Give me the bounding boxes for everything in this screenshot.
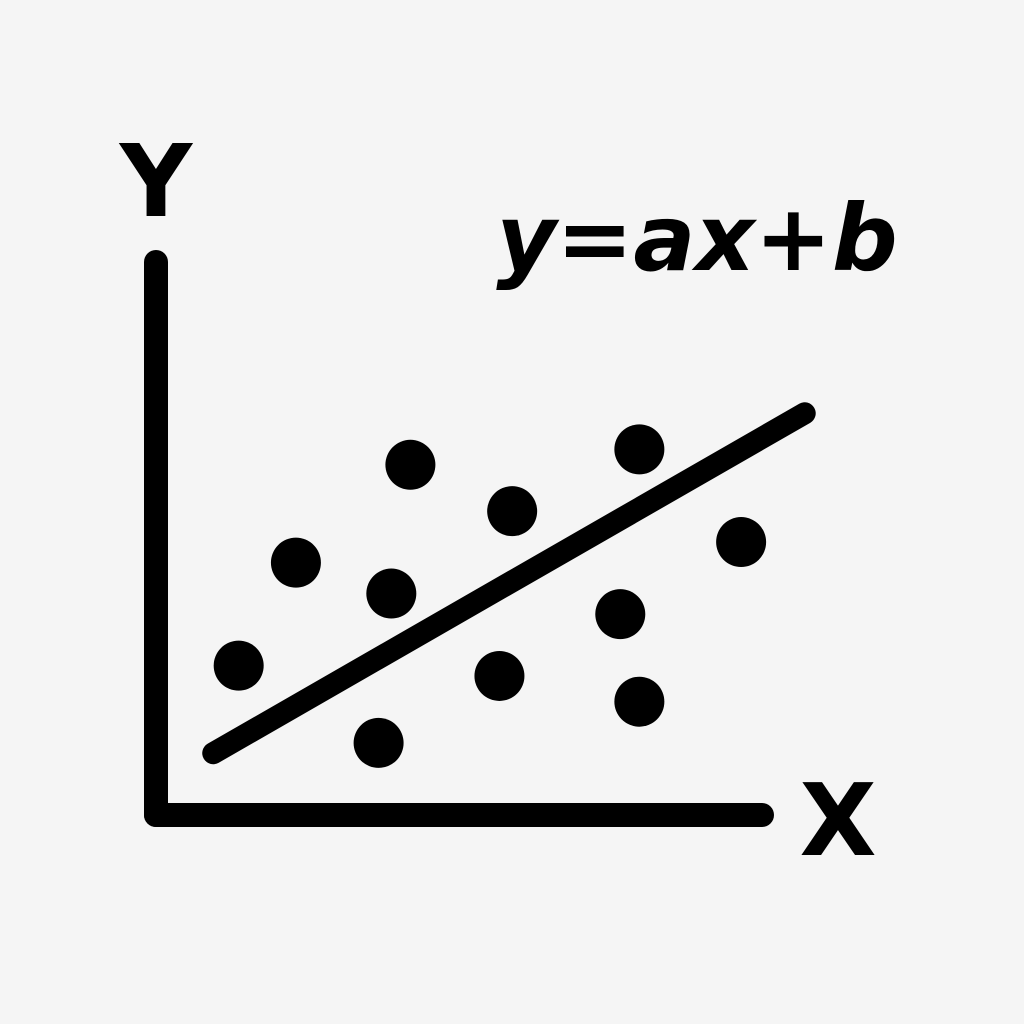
data-point-9 bbox=[614, 424, 665, 475]
data-points bbox=[213, 424, 767, 768]
data-point-10 bbox=[614, 676, 665, 727]
data-point-2 bbox=[270, 537, 321, 588]
data-point-1 bbox=[213, 640, 264, 691]
trend-line bbox=[202, 402, 816, 765]
x-axis-label: X bbox=[799, 762, 876, 879]
data-point-6 bbox=[474, 650, 525, 701]
data-point-7 bbox=[487, 486, 538, 537]
equation-annotation: y=ax+b bbox=[496, 185, 897, 292]
data-point-11 bbox=[716, 517, 767, 568]
data-point-8 bbox=[595, 589, 646, 640]
y-axis-label: Y bbox=[119, 123, 194, 240]
data-point-3 bbox=[353, 717, 404, 768]
data-point-4 bbox=[366, 568, 417, 619]
data-point-5 bbox=[385, 439, 436, 490]
